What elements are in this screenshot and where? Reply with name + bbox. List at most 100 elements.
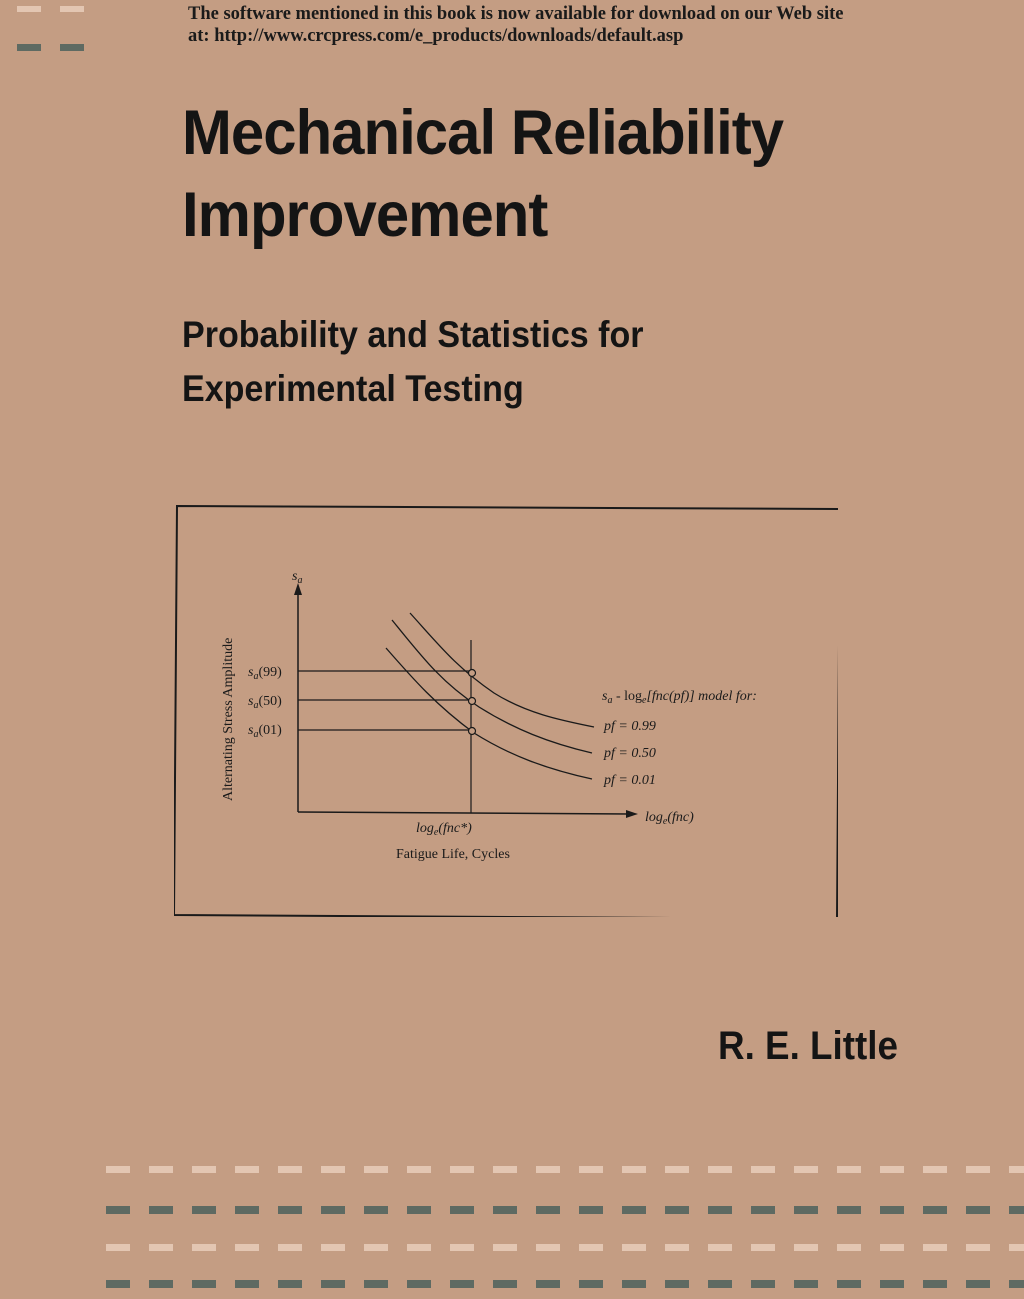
dash-b3-light-19	[923, 1244, 947, 1251]
curve-label-050: pf = 0.50	[603, 746, 656, 761]
dash-b2-dark-12	[622, 1206, 646, 1214]
dash-b4-dark-13	[665, 1280, 689, 1288]
y-axis-label: Alternating Stress Amplitude	[221, 638, 236, 801]
dash-b2-dark-21	[1009, 1206, 1024, 1214]
curve-label-001: pf = 0.01	[603, 773, 656, 788]
dash-b2-dark-4	[278, 1206, 302, 1214]
dash-b3-light-11	[579, 1244, 603, 1251]
dash-b4-dark-18	[880, 1280, 904, 1288]
dash-b2-dark-15	[751, 1206, 775, 1214]
dash-b4-dark-5	[321, 1280, 345, 1288]
curve-pf-050	[391, 619, 593, 754]
level-label-50: sa(50)	[248, 694, 282, 711]
dash-b3-light-16	[794, 1244, 818, 1251]
x-axis	[297, 811, 631, 815]
dash-b1-light-8	[450, 1166, 474, 1173]
dash-b4-dark-19	[923, 1280, 947, 1288]
dash-b3-light-0	[106, 1244, 130, 1251]
dash-b3-light-5	[321, 1244, 345, 1251]
dash-b4-dark-2	[192, 1280, 216, 1288]
dash-b3-light-17	[837, 1244, 861, 1251]
dash-b2-dark-2	[192, 1206, 216, 1214]
author-name: R. E. Little	[718, 1024, 898, 1068]
dash-b3-light-18	[880, 1244, 904, 1251]
dash-b1-light-9	[493, 1166, 517, 1173]
y-axis-arrow	[294, 583, 302, 595]
dash-b2-dark-5	[321, 1206, 345, 1214]
level-label-01: sa(01)	[248, 723, 282, 740]
book-subtitle-line1: Probability and Statistics for	[182, 314, 644, 355]
dash-b1-light-11	[579, 1166, 603, 1173]
dash-b2-dark-16	[794, 1206, 818, 1214]
dash-b4-dark-8	[450, 1280, 474, 1288]
dash-b3-light-2	[192, 1244, 216, 1251]
x-axis-label: Fatigue Life, Cycles	[396, 847, 510, 862]
dash-b4-dark-12	[622, 1280, 646, 1288]
dash-top-dark-0	[17, 44, 41, 51]
book-title: Mechanical Reliability Improvement	[182, 92, 961, 256]
y-axis-symbol: sa	[292, 569, 302, 586]
level-label-99: sa(99)	[248, 665, 282, 682]
dash-b3-light-7	[407, 1244, 431, 1251]
dash-b2-dark-13	[665, 1206, 689, 1214]
dash-b4-dark-1	[149, 1280, 173, 1288]
dash-b3-light-21	[1009, 1244, 1024, 1251]
download-notice: The software mentioned in this book is n…	[188, 3, 988, 47]
book-title-line2: Improvement	[182, 180, 548, 250]
dash-b1-light-19	[923, 1166, 947, 1173]
dash-b4-dark-17	[837, 1280, 861, 1288]
diagram-frame	[174, 505, 838, 917]
cover-diagram: sa Alternating Stress Amplitude sa(99) s…	[174, 505, 838, 917]
dash-b3-light-20	[966, 1244, 990, 1251]
cover-diagram-svg: sa Alternating Stress Amplitude sa(99) s…	[174, 505, 838, 917]
dash-b3-light-9	[493, 1244, 517, 1251]
dash-top-dark-1	[60, 44, 84, 51]
dash-b1-light-12	[622, 1166, 646, 1173]
intersection-01	[467, 726, 477, 736]
dash-b1-light-21	[1009, 1166, 1024, 1173]
dash-top-light-1	[60, 6, 84, 12]
dash-b2-dark-10	[536, 1206, 560, 1214]
dash-b1-light-5	[321, 1166, 345, 1173]
dash-b2-dark-8	[450, 1206, 474, 1214]
dash-b2-dark-0	[106, 1206, 130, 1214]
dash-b2-dark-17	[837, 1206, 861, 1214]
dash-b1-light-20	[966, 1166, 990, 1173]
legend-title: sa - loge[fnc(pf)] model for:	[602, 689, 757, 706]
dash-b4-dark-4	[278, 1280, 302, 1288]
dash-b4-dark-10	[536, 1280, 560, 1288]
book-title-line1: Mechanical Reliability	[182, 98, 784, 168]
x-axis-end-label: loge(fnc)	[645, 810, 694, 827]
dash-b2-dark-11	[579, 1206, 603, 1214]
dash-b4-dark-20	[966, 1280, 990, 1288]
dash-b2-dark-19	[923, 1206, 947, 1214]
dash-b1-light-2	[192, 1166, 216, 1173]
dash-b3-light-4	[278, 1244, 302, 1251]
dash-b1-light-4	[278, 1166, 302, 1173]
dash-b3-light-14	[708, 1244, 732, 1251]
curve-pf-099	[409, 612, 595, 728]
dash-b3-light-10	[536, 1244, 560, 1251]
dash-b1-light-6	[364, 1166, 388, 1173]
dash-b4-dark-9	[493, 1280, 517, 1288]
dash-b3-light-12	[622, 1244, 646, 1251]
dash-b3-light-3	[235, 1244, 259, 1251]
intersection-50	[467, 696, 477, 706]
dash-b4-dark-14	[708, 1280, 732, 1288]
dash-b3-light-1	[149, 1244, 173, 1251]
book-subtitle: Probability and Statistics for Experimen…	[182, 308, 826, 416]
dash-b1-light-3	[235, 1166, 259, 1173]
dash-b2-dark-6	[364, 1206, 388, 1214]
dash-b4-dark-21	[1009, 1280, 1024, 1288]
dash-b1-light-18	[880, 1166, 904, 1173]
dash-b4-dark-16	[794, 1280, 818, 1288]
dash-b2-dark-20	[966, 1206, 990, 1214]
intersection-99	[467, 668, 477, 678]
dash-b2-dark-14	[708, 1206, 732, 1214]
x-tick-label: loge(fnc*)	[416, 821, 472, 838]
dash-b4-dark-3	[235, 1280, 259, 1288]
dash-b2-dark-18	[880, 1206, 904, 1214]
dash-b2-dark-1	[149, 1206, 173, 1214]
dash-b2-dark-3	[235, 1206, 259, 1214]
